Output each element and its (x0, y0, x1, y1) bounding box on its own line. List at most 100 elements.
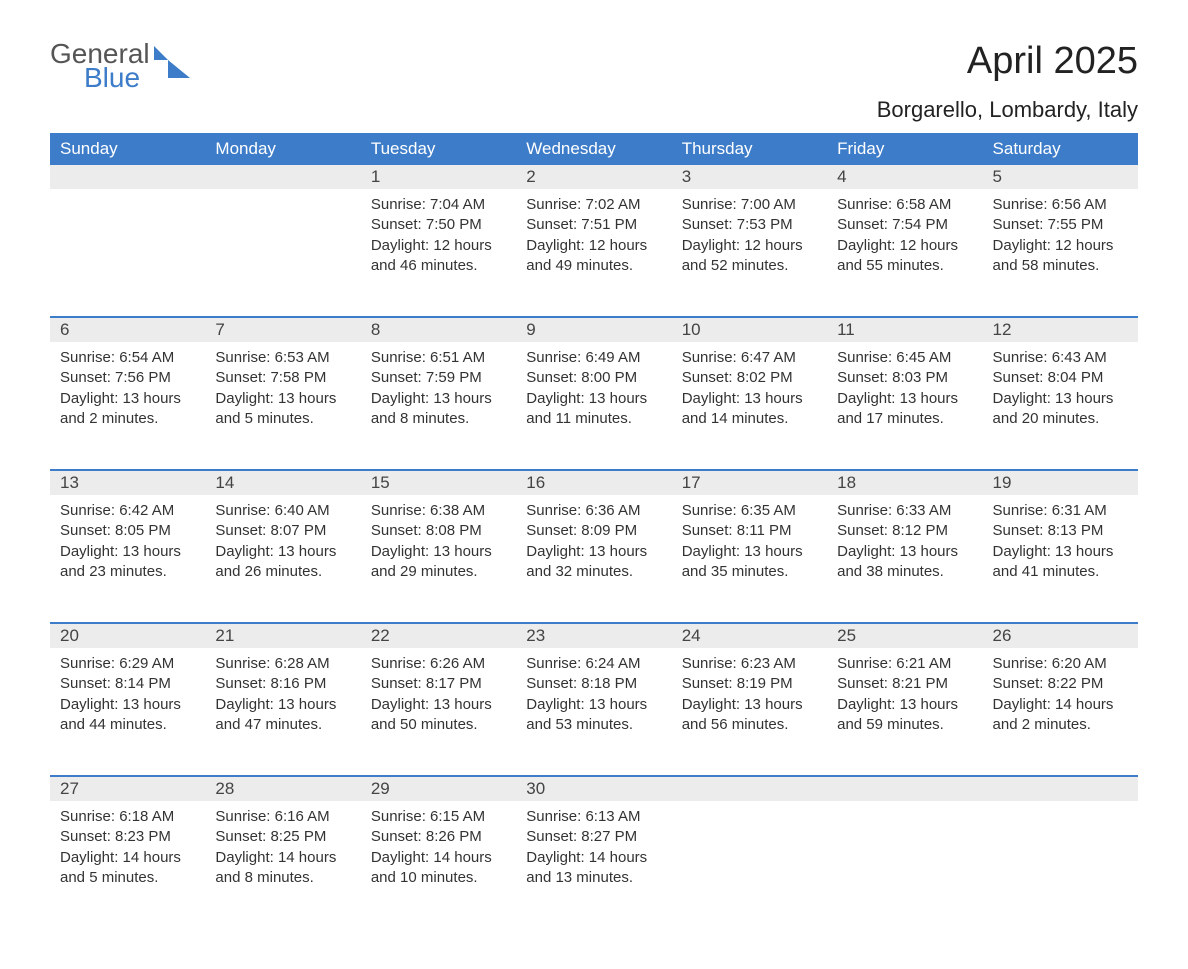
daylight-label: Daylight: 13 hours and 2 minutes. (60, 389, 195, 430)
day-cell: Sunrise: 6:38 AMSunset: 8:08 PMDaylight:… (361, 495, 516, 623)
day-number: 13 (50, 470, 205, 495)
sunrise-label: Sunrise: 6:29 AM (60, 654, 195, 674)
day-number: 20 (50, 623, 205, 648)
day-number: 5 (983, 165, 1138, 189)
day-cell: Sunrise: 6:15 AMSunset: 8:26 PMDaylight:… (361, 801, 516, 929)
daylight-label: Daylight: 14 hours and 8 minutes. (215, 848, 350, 889)
daylight-label: Daylight: 13 hours and 32 minutes. (526, 542, 661, 583)
day-number: 25 (827, 623, 982, 648)
day-cell (983, 801, 1138, 929)
weekday-header-row: Sunday Monday Tuesday Wednesday Thursday… (50, 133, 1138, 165)
day-cell: Sunrise: 6:35 AMSunset: 8:11 PMDaylight:… (672, 495, 827, 623)
sunset-label: Sunset: 8:07 PM (215, 521, 350, 541)
day-cell: Sunrise: 6:45 AMSunset: 8:03 PMDaylight:… (827, 342, 982, 470)
daylight-label: Daylight: 12 hours and 55 minutes. (837, 236, 972, 277)
daylight-label: Daylight: 14 hours and 10 minutes. (371, 848, 506, 889)
weekday-header: Friday (827, 133, 982, 165)
day-number: 16 (516, 470, 671, 495)
day-cell: Sunrise: 6:42 AMSunset: 8:05 PMDaylight:… (50, 495, 205, 623)
week-row: Sunrise: 6:29 AMSunset: 8:14 PMDaylight:… (50, 648, 1138, 776)
day-number: 7 (205, 317, 360, 342)
sunrise-label: Sunrise: 6:45 AM (837, 348, 972, 368)
sunset-label: Sunset: 8:09 PM (526, 521, 661, 541)
day-number: 4 (827, 165, 982, 189)
day-cell: Sunrise: 6:23 AMSunset: 8:19 PMDaylight:… (672, 648, 827, 776)
day-cell: Sunrise: 6:56 AMSunset: 7:55 PMDaylight:… (983, 189, 1138, 317)
weekday-header: Saturday (983, 133, 1138, 165)
sunrise-label: Sunrise: 6:24 AM (526, 654, 661, 674)
daylight-label: Daylight: 14 hours and 2 minutes. (993, 695, 1128, 736)
daylight-label: Daylight: 13 hours and 53 minutes. (526, 695, 661, 736)
sunset-label: Sunset: 8:18 PM (526, 674, 661, 694)
day-cell: Sunrise: 6:51 AMSunset: 7:59 PMDaylight:… (361, 342, 516, 470)
week-row: Sunrise: 7:04 AMSunset: 7:50 PMDaylight:… (50, 189, 1138, 317)
day-number: 28 (205, 776, 360, 801)
week-row: Sunrise: 6:42 AMSunset: 8:05 PMDaylight:… (50, 495, 1138, 623)
day-cell: Sunrise: 7:04 AMSunset: 7:50 PMDaylight:… (361, 189, 516, 317)
sunset-label: Sunset: 8:23 PM (60, 827, 195, 847)
weekday-header: Monday (205, 133, 360, 165)
daylight-label: Daylight: 14 hours and 13 minutes. (526, 848, 661, 889)
sunset-label: Sunset: 8:22 PM (993, 674, 1128, 694)
daylight-label: Daylight: 13 hours and 56 minutes. (682, 695, 817, 736)
sunset-label: Sunset: 8:21 PM (837, 674, 972, 694)
daylight-label: Daylight: 13 hours and 26 minutes. (215, 542, 350, 583)
daylight-label: Daylight: 13 hours and 38 minutes. (837, 542, 972, 583)
sunrise-label: Sunrise: 6:31 AM (993, 501, 1128, 521)
daylight-label: Daylight: 13 hours and 5 minutes. (215, 389, 350, 430)
day-cell (50, 189, 205, 317)
sunrise-label: Sunrise: 7:00 AM (682, 195, 817, 215)
day-cell: Sunrise: 6:53 AMSunset: 7:58 PMDaylight:… (205, 342, 360, 470)
daylight-label: Daylight: 13 hours and 29 minutes. (371, 542, 506, 583)
daynum-row: 20212223242526 (50, 623, 1138, 648)
day-cell: Sunrise: 6:28 AMSunset: 8:16 PMDaylight:… (205, 648, 360, 776)
day-cell: Sunrise: 6:43 AMSunset: 8:04 PMDaylight:… (983, 342, 1138, 470)
day-number: 2 (516, 165, 671, 189)
day-cell: Sunrise: 6:29 AMSunset: 8:14 PMDaylight:… (50, 648, 205, 776)
day-cell: Sunrise: 7:00 AMSunset: 7:53 PMDaylight:… (672, 189, 827, 317)
sunrise-label: Sunrise: 6:15 AM (371, 807, 506, 827)
sunrise-label: Sunrise: 6:33 AM (837, 501, 972, 521)
header: General Blue April 2025 Borgarello, Lomb… (50, 40, 1138, 123)
sunset-label: Sunset: 8:03 PM (837, 368, 972, 388)
day-cell (672, 801, 827, 929)
sunrise-label: Sunrise: 6:53 AM (215, 348, 350, 368)
daynum-row: 12345 (50, 165, 1138, 189)
sunrise-label: Sunrise: 6:35 AM (682, 501, 817, 521)
day-number: 22 (361, 623, 516, 648)
daylight-label: Daylight: 14 hours and 5 minutes. (60, 848, 195, 889)
day-number (672, 776, 827, 801)
daylight-label: Daylight: 12 hours and 49 minutes. (526, 236, 661, 277)
sunrise-label: Sunrise: 6:43 AM (993, 348, 1128, 368)
sunrise-label: Sunrise: 6:13 AM (526, 807, 661, 827)
day-cell: Sunrise: 6:49 AMSunset: 8:00 PMDaylight:… (516, 342, 671, 470)
daylight-label: Daylight: 13 hours and 44 minutes. (60, 695, 195, 736)
day-cell: Sunrise: 6:40 AMSunset: 8:07 PMDaylight:… (205, 495, 360, 623)
day-number (50, 165, 205, 189)
sail-icon (154, 46, 168, 60)
daylight-label: Daylight: 13 hours and 14 minutes. (682, 389, 817, 430)
day-number: 15 (361, 470, 516, 495)
sunset-label: Sunset: 8:08 PM (371, 521, 506, 541)
day-number: 11 (827, 317, 982, 342)
day-cell: Sunrise: 6:16 AMSunset: 8:25 PMDaylight:… (205, 801, 360, 929)
day-number: 18 (827, 470, 982, 495)
sunset-label: Sunset: 8:19 PM (682, 674, 817, 694)
sunrise-label: Sunrise: 6:54 AM (60, 348, 195, 368)
day-number: 3 (672, 165, 827, 189)
weekday-header: Wednesday (516, 133, 671, 165)
title-block: April 2025 Borgarello, Lombardy, Italy (877, 40, 1138, 123)
day-number: 21 (205, 623, 360, 648)
daylight-label: Daylight: 13 hours and 41 minutes. (993, 542, 1128, 583)
sunset-label: Sunset: 7:55 PM (993, 215, 1128, 235)
sunrise-label: Sunrise: 6:26 AM (371, 654, 506, 674)
day-cell: Sunrise: 6:13 AMSunset: 8:27 PMDaylight:… (516, 801, 671, 929)
daynum-row: 6789101112 (50, 317, 1138, 342)
daylight-label: Daylight: 12 hours and 46 minutes. (371, 236, 506, 277)
daylight-label: Daylight: 13 hours and 50 minutes. (371, 695, 506, 736)
sunset-label: Sunset: 8:14 PM (60, 674, 195, 694)
page-title: April 2025 (877, 40, 1138, 83)
day-cell: Sunrise: 7:02 AMSunset: 7:51 PMDaylight:… (516, 189, 671, 317)
daylight-label: Daylight: 13 hours and 17 minutes. (837, 389, 972, 430)
day-cell: Sunrise: 6:54 AMSunset: 7:56 PMDaylight:… (50, 342, 205, 470)
